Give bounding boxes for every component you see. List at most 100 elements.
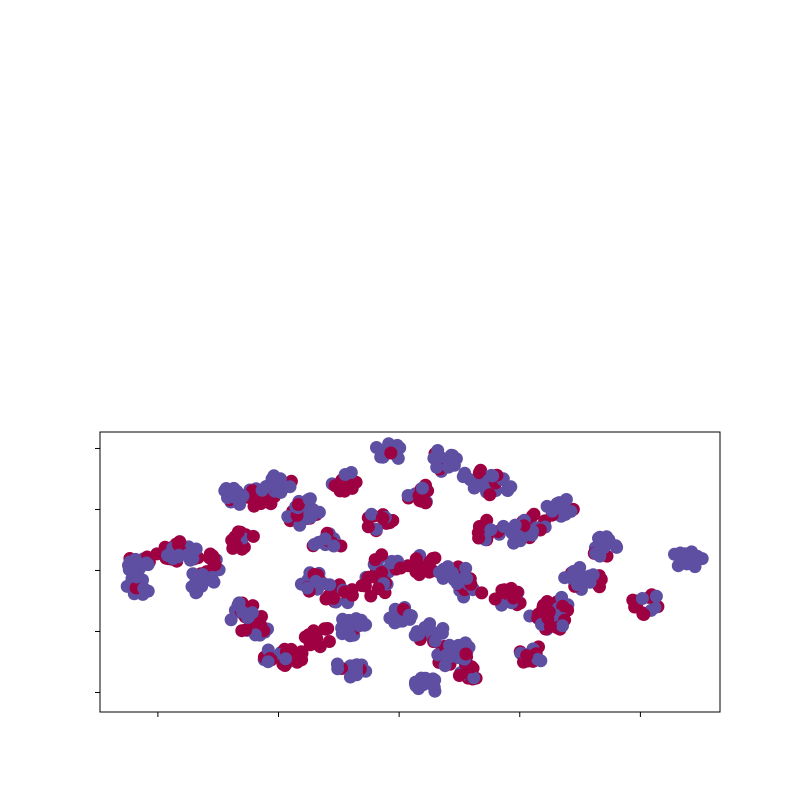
scatter-point [456, 470, 470, 484]
scatter-point-cluster [122, 550, 156, 577]
scatter-point [467, 481, 481, 495]
scatter-point [241, 610, 255, 624]
scatter-point [467, 671, 481, 685]
scatter-point [318, 532, 332, 546]
scatter-point [207, 558, 221, 572]
scatter-point [307, 538, 321, 551]
scatter-point-cluster [535, 605, 572, 636]
scatter-point [597, 541, 611, 554]
scatter-point [649, 589, 663, 603]
scatter-point-cluster [330, 657, 373, 684]
scatter-point [472, 531, 486, 545]
scatter-point [525, 528, 539, 542]
scatter-point [137, 581, 151, 595]
scatter-point [233, 497, 247, 511]
scatter-point [419, 496, 433, 510]
scatter-point [442, 460, 455, 474]
scatter-point-cluster [471, 513, 510, 547]
scatter-point [384, 556, 398, 570]
scatter-point [261, 655, 275, 669]
scatter-point [690, 549, 704, 563]
scatter-point [432, 565, 446, 579]
scatter-point [248, 628, 262, 642]
scatter-point [195, 579, 209, 593]
scatter-point [350, 658, 364, 672]
scatter-point [449, 573, 463, 587]
scatter-point-cluster [259, 469, 298, 499]
scatter-point [338, 468, 352, 481]
scatter-point [130, 570, 144, 584]
scatter-point [668, 547, 681, 561]
scatter-point [688, 560, 702, 574]
scatter-point [576, 573, 589, 587]
scatter-point [221, 491, 234, 505]
scatter-point-cluster [480, 468, 518, 502]
scatter-point-cluster [218, 481, 250, 511]
scatter-point [484, 523, 498, 537]
scatter-point-cluster [306, 526, 348, 553]
scatter-point [327, 539, 341, 553]
scatter-point [428, 684, 442, 698]
scatter-point [412, 627, 426, 641]
scatter-point [483, 488, 497, 502]
scatter-point-cluster [540, 493, 580, 523]
scatter-point [637, 608, 651, 621]
scatter-point-cluster [439, 636, 476, 666]
scatter-point-cluster [294, 566, 337, 598]
scatter-point [534, 654, 548, 668]
scatter-point [283, 480, 297, 494]
scatter-point [401, 489, 415, 502]
scatter-point [291, 498, 305, 511]
scatter-point [246, 529, 260, 543]
scatter-point-cluster [120, 570, 155, 601]
scatter-point-cluster [276, 642, 309, 672]
scatter-point-cluster [401, 478, 435, 510]
scatter-point-cluster [225, 525, 260, 556]
scatter-point [239, 623, 253, 637]
scatter-point [416, 677, 430, 691]
scatter-point [140, 556, 153, 570]
scatter-point-cluster [432, 560, 474, 591]
scatter-point [520, 649, 534, 663]
scatter-point [402, 608, 416, 622]
scatter-point [359, 618, 373, 632]
scatter-point-cluster [626, 588, 665, 621]
scatter-point [327, 591, 340, 605]
scatter-point-cluster [587, 530, 624, 563]
scatter-point-cluster [319, 578, 359, 610]
scatter-point [431, 444, 445, 457]
scatter-point [246, 484, 259, 498]
scatter-point-cluster [427, 444, 463, 478]
scatter-point [496, 519, 510, 533]
scatter-point-cluster [513, 640, 548, 669]
scatter-point-cluster [408, 671, 442, 698]
scatter-point [552, 500, 565, 514]
scatter-point [488, 592, 502, 606]
scatter-point-cluster [335, 612, 373, 643]
scatter-point-cluster [325, 466, 363, 498]
scatter-point [678, 547, 692, 561]
scatter-point-cluster [668, 545, 709, 574]
scatter-point-cluster [298, 622, 336, 654]
scatter-point [361, 520, 375, 534]
scatter-point [341, 622, 355, 636]
scatter-point [331, 662, 345, 676]
scatter-point [362, 570, 376, 584]
scatter-point-cluster [161, 535, 203, 567]
scatter-point [472, 466, 486, 480]
plot-frame [99, 431, 721, 713]
scatter-point [443, 638, 456, 652]
scatter-point [430, 460, 444, 474]
scatter-point [486, 469, 500, 483]
scatter-point [371, 582, 385, 596]
scatter-point [423, 555, 437, 569]
scatter-point-cluster [488, 581, 527, 612]
scatter-point [306, 503, 320, 517]
scatter-point-cluster [361, 507, 400, 538]
scatter-point-cluster [185, 567, 221, 600]
scatter-point [293, 518, 307, 532]
scatter-point-cluster [355, 570, 394, 603]
scatter-point [302, 492, 316, 506]
scatter-point [232, 596, 246, 610]
